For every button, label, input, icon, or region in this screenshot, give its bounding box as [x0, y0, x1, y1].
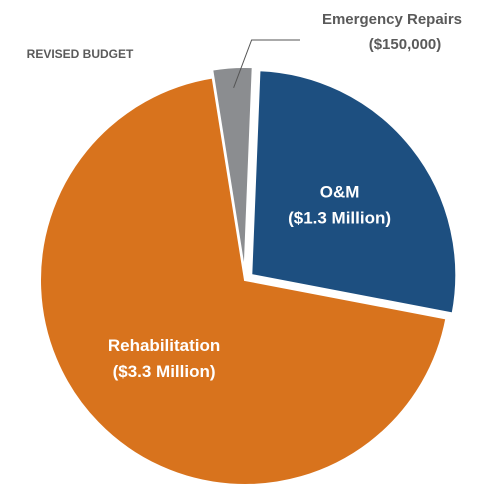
slice-value-label: ($3.3 Million) [113, 362, 216, 381]
pie-slice [250, 69, 458, 315]
leader-line [233, 39, 300, 89]
slice-label: O&M [320, 182, 360, 201]
pie-slice [39, 76, 448, 486]
pie-slice [211, 66, 254, 273]
slice-value-label: ($150,000) [369, 36, 442, 53]
slice-label: Emergency Repairs [322, 11, 462, 28]
chart-title: REVISED BUDGET [27, 47, 134, 61]
slice-value-label: ($1.3 Million) [288, 208, 391, 227]
slice-label: Rehabilitation [108, 336, 220, 355]
